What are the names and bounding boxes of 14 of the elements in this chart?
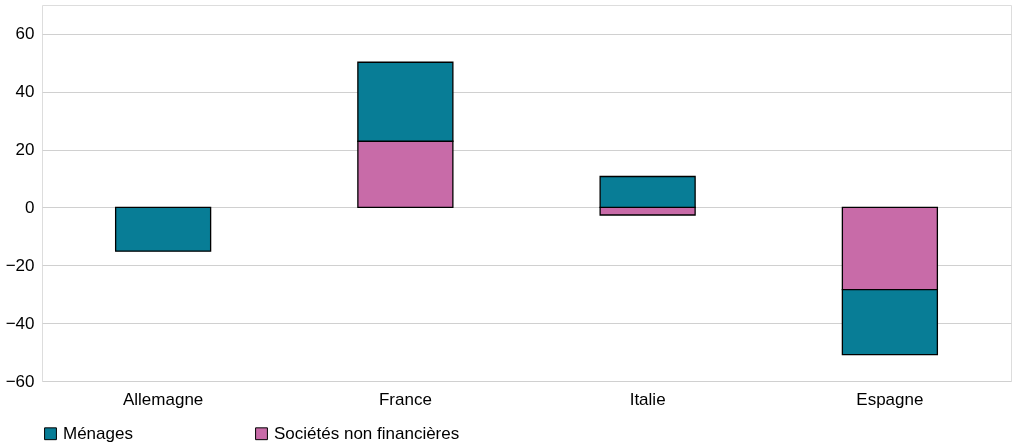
x-tick-label: Italie — [629, 389, 666, 409]
y-tick-label: −20 — [5, 255, 35, 275]
y-tick-label: 60 — [15, 24, 35, 44]
bar — [114, 206, 212, 252]
y-tick-label: −60 — [5, 371, 35, 391]
x-tick-label: Allemagne — [122, 389, 204, 409]
y-tick-label: 40 — [15, 82, 35, 102]
x-tick-label: France — [378, 389, 432, 409]
legend-label: Ménages — [63, 423, 133, 443]
x-tick-label: Espagne — [856, 389, 924, 409]
y-tick-label: 0 — [25, 197, 35, 217]
legend-label: Sociétés non financières — [274, 423, 460, 443]
y-tick-label: 20 — [15, 140, 35, 160]
y-tick-label: −40 — [5, 313, 35, 333]
